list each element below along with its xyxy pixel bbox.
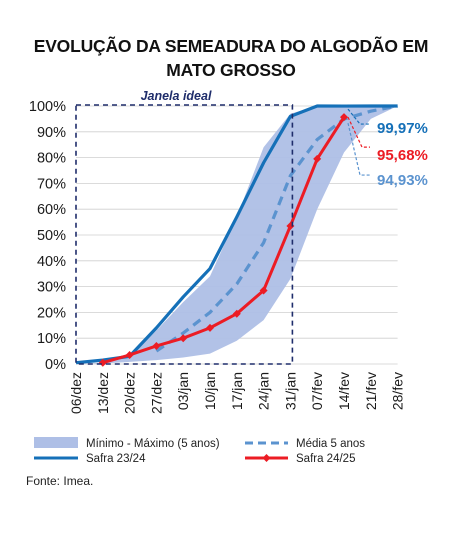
- y-tick-label: 90%: [37, 125, 66, 141]
- x-tick-label: 03/jan: [175, 372, 191, 410]
- series-safra-2425-point: [232, 309, 241, 318]
- chart-title-line2: MATO GROSSO: [166, 60, 296, 80]
- x-tick-label: 31/jan: [282, 372, 298, 410]
- legend-media-label: Média 5 anos: [296, 438, 365, 450]
- y-tick-label: 10%: [37, 331, 66, 347]
- series-safra-2425-point: [125, 350, 134, 359]
- series-media-5-anos-line: [155, 104, 398, 353]
- x-tick-label: 21/fev: [363, 372, 379, 410]
- y-tick-label: 70%: [37, 176, 66, 192]
- series-safra-2425-point: [259, 286, 268, 295]
- legend-band-swatch: [34, 437, 78, 448]
- series-safra-2425-point: [340, 113, 348, 122]
- legend-band-label: Mínimo - Máximo (5 anos): [86, 438, 220, 450]
- y-tick-label: 30%: [37, 280, 66, 296]
- annotation-media: 94,93%: [377, 172, 428, 189]
- janela-ideal-box: [75, 104, 294, 365]
- y-tick-label: 0%: [45, 357, 66, 373]
- janela-ideal-label: Janela ideal: [141, 89, 212, 103]
- x-tick-label: 06/dez: [68, 372, 84, 414]
- legend-2425-marker: [262, 454, 271, 462]
- y-tick-label: 60%: [37, 202, 66, 218]
- y-tick-label: 20%: [37, 305, 66, 321]
- annotation-leader-media: [347, 122, 370, 176]
- series-safra-2425-point: [179, 334, 188, 343]
- annotation-leader-2425: [347, 116, 370, 148]
- y-tick-label: 80%: [37, 151, 66, 167]
- x-tick-label: 27/dez: [148, 372, 164, 414]
- annotation-2425: 95,68%: [377, 147, 428, 164]
- legend-2324-label: Safra 23/24: [86, 453, 146, 465]
- y-tick-label: 40%: [37, 254, 66, 270]
- source-note: Fonte: Imea.: [26, 474, 94, 488]
- x-tick-label: 13/dez: [95, 372, 111, 414]
- band-min-max: [76, 106, 398, 364]
- x-tick-label: 24/jan: [256, 372, 272, 410]
- x-tick-label: 10/jan: [202, 372, 218, 410]
- x-tick-label: 17/jan: [229, 372, 245, 410]
- x-tick-label: 28/fev: [390, 372, 406, 410]
- x-tick-label: 20/dez: [122, 372, 138, 414]
- y-tick-label: 50%: [37, 228, 66, 244]
- chart-title: EVOLUÇÃO DA SEMEADURA DO ALGODÃO EM MATO…: [0, 34, 462, 82]
- chart-title-line1: EVOLUÇÃO DA SEMEADURA DO ALGODÃO EM: [33, 36, 429, 56]
- x-tick-label: 14/fev: [336, 372, 352, 410]
- series-safra-2425-point: [206, 323, 214, 332]
- semeadura-chart: 0% 10% 20% 30% 40% 50% 60% 70% 80% 90% 100% Janela …: [29, 89, 428, 465]
- y-tick-label: 100%: [29, 99, 66, 115]
- series-safra-2425-line: [102, 116, 346, 365]
- annotation-2324: 99,97%: [377, 120, 428, 137]
- series-safra-2425-point: [313, 154, 322, 163]
- legend-2425-label: Safra 24/25: [296, 453, 355, 465]
- series-safra-2425-point: [152, 341, 161, 350]
- x-tick-label: 07/fev: [309, 372, 325, 410]
- annotation-leader-2324: [347, 108, 370, 125]
